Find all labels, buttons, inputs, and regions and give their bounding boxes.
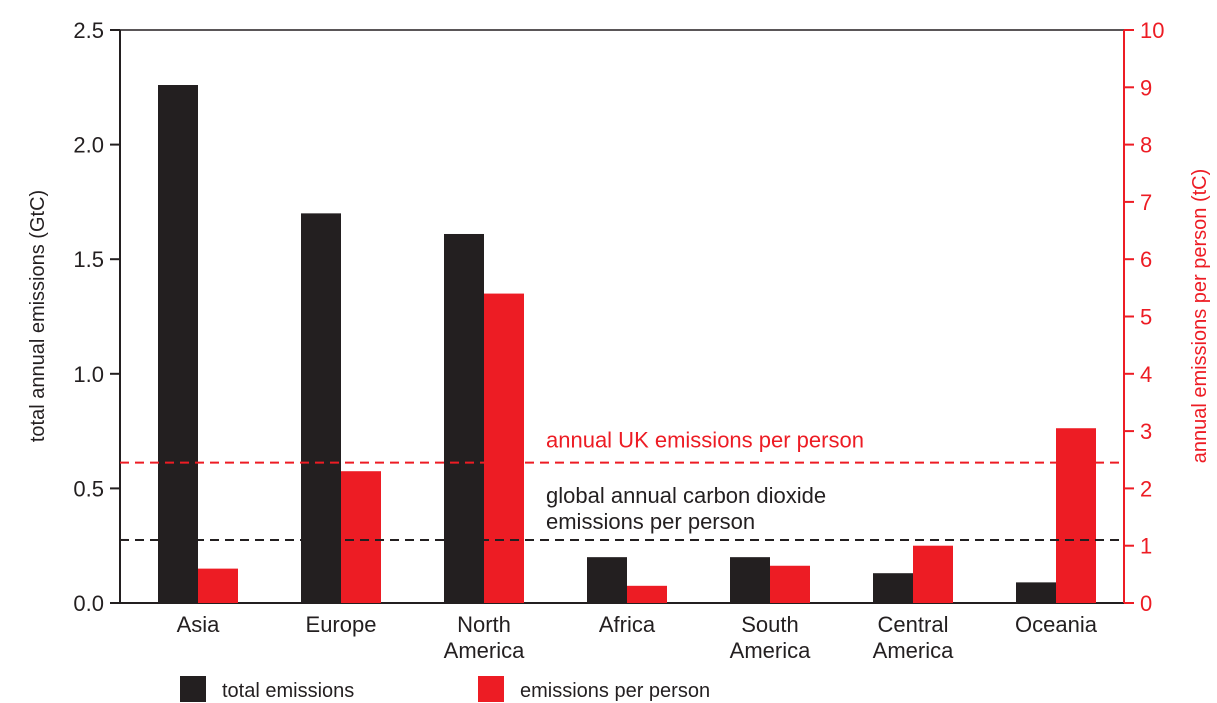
right-tick-label: 3 bbox=[1140, 419, 1152, 444]
bars bbox=[158, 85, 1096, 604]
legend-label-total-emissions: total emissions bbox=[222, 680, 354, 702]
bar-total-emissions bbox=[444, 233, 484, 603]
category-label: Asia bbox=[177, 612, 221, 637]
bar-total-emissions bbox=[873, 573, 913, 603]
category-label-line: South bbox=[741, 612, 799, 637]
right-tick-label: 8 bbox=[1140, 133, 1152, 158]
bar-total-emissions bbox=[730, 557, 770, 603]
category-label-line: Asia bbox=[177, 612, 221, 637]
category-label-line: Oceania bbox=[1015, 612, 1098, 637]
legend-swatch-emissions-per-person bbox=[478, 676, 504, 702]
bar-total-emissions bbox=[1016, 582, 1056, 603]
legend: total emissions emissions per person bbox=[180, 676, 710, 702]
category-label-line: Central bbox=[878, 612, 949, 637]
left-tick-label: 1.5 bbox=[73, 247, 104, 272]
category-label-line: America bbox=[730, 638, 811, 663]
category-label-line: Europe bbox=[306, 612, 377, 637]
left-tick-label: 0.5 bbox=[73, 476, 104, 501]
reference-line-label-line: annual UK emissions per person bbox=[546, 428, 864, 453]
bar-emissions-per-person bbox=[341, 471, 381, 603]
bar-total-emissions bbox=[301, 213, 341, 604]
left-axis-title: total annual emissions (GtC) bbox=[27, 190, 49, 442]
bar-emissions-per-person bbox=[627, 585, 667, 603]
bar-emissions-per-person bbox=[1056, 428, 1096, 603]
bar-total-emissions bbox=[587, 557, 627, 603]
left-y-axis: 0.0 0.5 1.0 1.5 2.0 2.5 bbox=[73, 18, 120, 616]
category-label: South America bbox=[730, 612, 811, 663]
category-label: Africa bbox=[599, 612, 656, 637]
reference-line-label-line: emissions per person bbox=[546, 509, 755, 534]
right-tick-label: 9 bbox=[1140, 75, 1152, 100]
category-label-line: America bbox=[873, 638, 954, 663]
category-label: Europe bbox=[306, 612, 377, 637]
right-tick-label: 1 bbox=[1140, 534, 1152, 559]
right-tick-label: 10 bbox=[1140, 18, 1164, 43]
left-tick-label: 0.0 bbox=[73, 591, 104, 616]
reference-line-label: annual UK emissions per person bbox=[546, 428, 864, 453]
right-axis-title: annual emissions per person (tC) bbox=[1189, 169, 1211, 464]
category-label-line: North bbox=[457, 612, 511, 637]
bar-emissions-per-person bbox=[198, 568, 238, 603]
category-label: Central America bbox=[873, 612, 954, 663]
category-label: Oceania bbox=[1015, 612, 1098, 637]
bar-emissions-per-person bbox=[770, 565, 810, 603]
right-tick-label: 6 bbox=[1140, 247, 1152, 272]
right-tick-label: 4 bbox=[1140, 362, 1152, 387]
bar-emissions-per-person bbox=[484, 293, 524, 603]
right-y-axis: 0 1 2 3 4 5 6 7 8 9 10 bbox=[1124, 18, 1164, 616]
reference-line-label-line: global annual carbon dioxide bbox=[546, 483, 826, 508]
right-tick-label: 0 bbox=[1140, 591, 1152, 616]
reference-lines: annual UK emissions per person global ann… bbox=[120, 428, 1124, 541]
category-label: North America bbox=[444, 612, 525, 663]
right-tick-label: 2 bbox=[1140, 476, 1152, 501]
left-tick-label: 2.5 bbox=[73, 18, 104, 43]
category-label-line: America bbox=[444, 638, 525, 663]
bar-emissions-per-person bbox=[913, 545, 953, 603]
legend-label-emissions-per-person: emissions per person bbox=[520, 680, 710, 702]
right-tick-label: 5 bbox=[1140, 305, 1152, 330]
left-tick-label: 1.0 bbox=[73, 362, 104, 387]
left-tick-label: 2.0 bbox=[73, 133, 104, 158]
category-label-line: Africa bbox=[599, 612, 656, 637]
legend-swatch-total-emissions bbox=[180, 676, 206, 702]
bar-total-emissions bbox=[158, 85, 198, 604]
right-tick-label: 7 bbox=[1140, 190, 1152, 215]
reference-line-label: global annual carbon dioxide emissions pe… bbox=[546, 483, 826, 534]
